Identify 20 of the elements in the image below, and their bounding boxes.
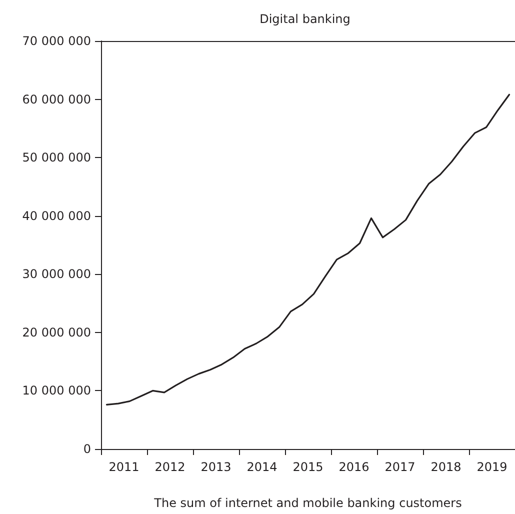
x-tick-label: 2012 [154, 460, 186, 474]
x-tick-label: 2014 [246, 460, 278, 474]
x-tick-label: 2011 [108, 460, 140, 474]
y-tick-label: 10 000 000 [22, 384, 91, 398]
y-tick-label: 30 000 000 [22, 267, 91, 282]
x-tick-label: 2015 [292, 460, 324, 474]
x-axis-title: The sum of internet and mobile banking customers [153, 496, 462, 510]
y-tick-label: 60 000 000 [22, 92, 91, 106]
y-tick-label: 50 000 000 [22, 150, 91, 165]
x-tick-label: 2019 [476, 460, 508, 474]
chart-title: Digital banking [260, 12, 350, 26]
y-tick-label: 0 [83, 442, 91, 456]
x-tick-label: 2018 [430, 460, 462, 474]
line-series [106, 94, 510, 406]
y-tick-label: 20 000 000 [22, 325, 91, 340]
x-tick-label: 2016 [338, 460, 370, 474]
y-tick-label: 40 000 000 [22, 208, 91, 223]
y-tick-label: 70 000 000 [22, 34, 91, 48]
x-tick-label: 2013 [200, 460, 232, 474]
x-tick-label: 2017 [384, 460, 416, 474]
